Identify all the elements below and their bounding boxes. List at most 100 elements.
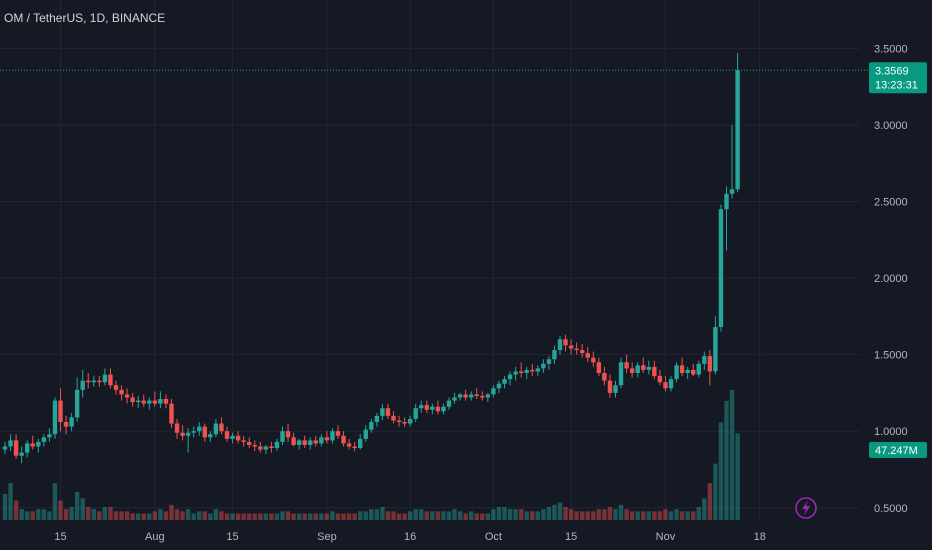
candle [413,403,418,422]
candle [485,392,491,403]
time-tick-label: 15 [226,531,238,543]
candle-body [446,400,452,407]
candle [591,351,596,367]
candle [302,435,307,449]
price-tick-label: 2.0000 [874,273,908,285]
candle [263,444,269,455]
candle-body [247,441,252,445]
candle-body [108,374,113,386]
candle-body [557,339,563,351]
volume-bar [463,513,468,520]
volume-bar [119,511,124,520]
candle [702,351,707,370]
candle [25,440,30,458]
candle-body [535,368,540,372]
candle-body [419,405,424,409]
candle [291,432,296,447]
lightning-icon-glyph [802,500,810,516]
candle [618,357,624,389]
candle-body [80,380,85,390]
candle-body [313,440,318,444]
volume-bar [419,509,424,520]
candle [52,397,58,439]
candle [185,428,191,453]
candle [724,186,729,251]
lightning-icon[interactable] [795,497,817,519]
volume-bar [613,509,618,520]
candle-body [202,426,207,438]
volume-bar [158,509,163,520]
time-tick-label: Nov [656,531,676,543]
price-tick-label: 0.5000 [874,503,908,515]
volume-bar [413,509,418,520]
volume-bar [69,507,74,520]
candle-body [136,400,141,403]
candle [635,362,640,378]
volume-bar [407,511,413,520]
volume-bar [707,483,713,520]
candle-body [252,444,257,447]
candle-body [718,209,724,328]
volume-bar [485,513,491,520]
candle-body [324,437,330,441]
volume-bar [374,509,380,520]
candle [696,360,701,378]
time-axis[interactable]: 15 Aug 15 Sep 16 Oct 15 Nov 18 [54,531,766,543]
volume-bar [696,507,701,520]
candle [224,426,230,442]
candle-body [391,415,396,421]
volume-bar [557,502,563,520]
volume-bar [258,513,263,520]
candle [258,441,263,453]
candle [180,425,185,441]
volume-bar [735,433,740,520]
candle [463,389,468,401]
candle-body [624,362,629,369]
candle [285,423,291,442]
volume-bars [2,390,740,520]
candle [535,365,540,377]
volume-bar [252,513,257,520]
candle-body [352,446,357,449]
candle [119,385,124,401]
candle-body [679,365,685,373]
candle-body [124,394,130,398]
candle-body [219,423,224,432]
candle [691,363,696,377]
volume-bar [424,511,429,520]
candle [313,435,318,447]
candle [197,422,202,436]
candle-body [86,380,91,383]
volume-bar [308,513,313,520]
candle [568,339,574,355]
volume-bar [596,509,602,520]
candle [280,426,285,445]
candle [407,415,413,427]
volume-bar [163,511,169,520]
candle-body [224,431,230,439]
candle-body [707,356,713,372]
candle-body [430,406,435,410]
candle-body [463,394,468,398]
candle [86,373,91,389]
volume-bar [30,511,35,520]
candle-body [530,369,535,372]
candle-body [158,399,163,404]
price-axis[interactable]: 3.5000 3.0000 2.5000 2.0000 1.5000 1.0000 0.50… [874,43,908,514]
volume-bar [452,509,457,520]
candle [602,366,607,386]
candles [2,52,740,464]
candle [480,391,485,401]
candle [607,374,613,398]
candle [524,366,529,380]
candle [391,411,396,424]
candle [435,400,441,415]
candle-body [41,437,47,442]
volume-bar [86,507,91,520]
candle-body [291,437,296,445]
volume-bar [369,509,374,520]
volume-bar [91,509,96,520]
price-tick-label: 3.0000 [874,120,908,132]
